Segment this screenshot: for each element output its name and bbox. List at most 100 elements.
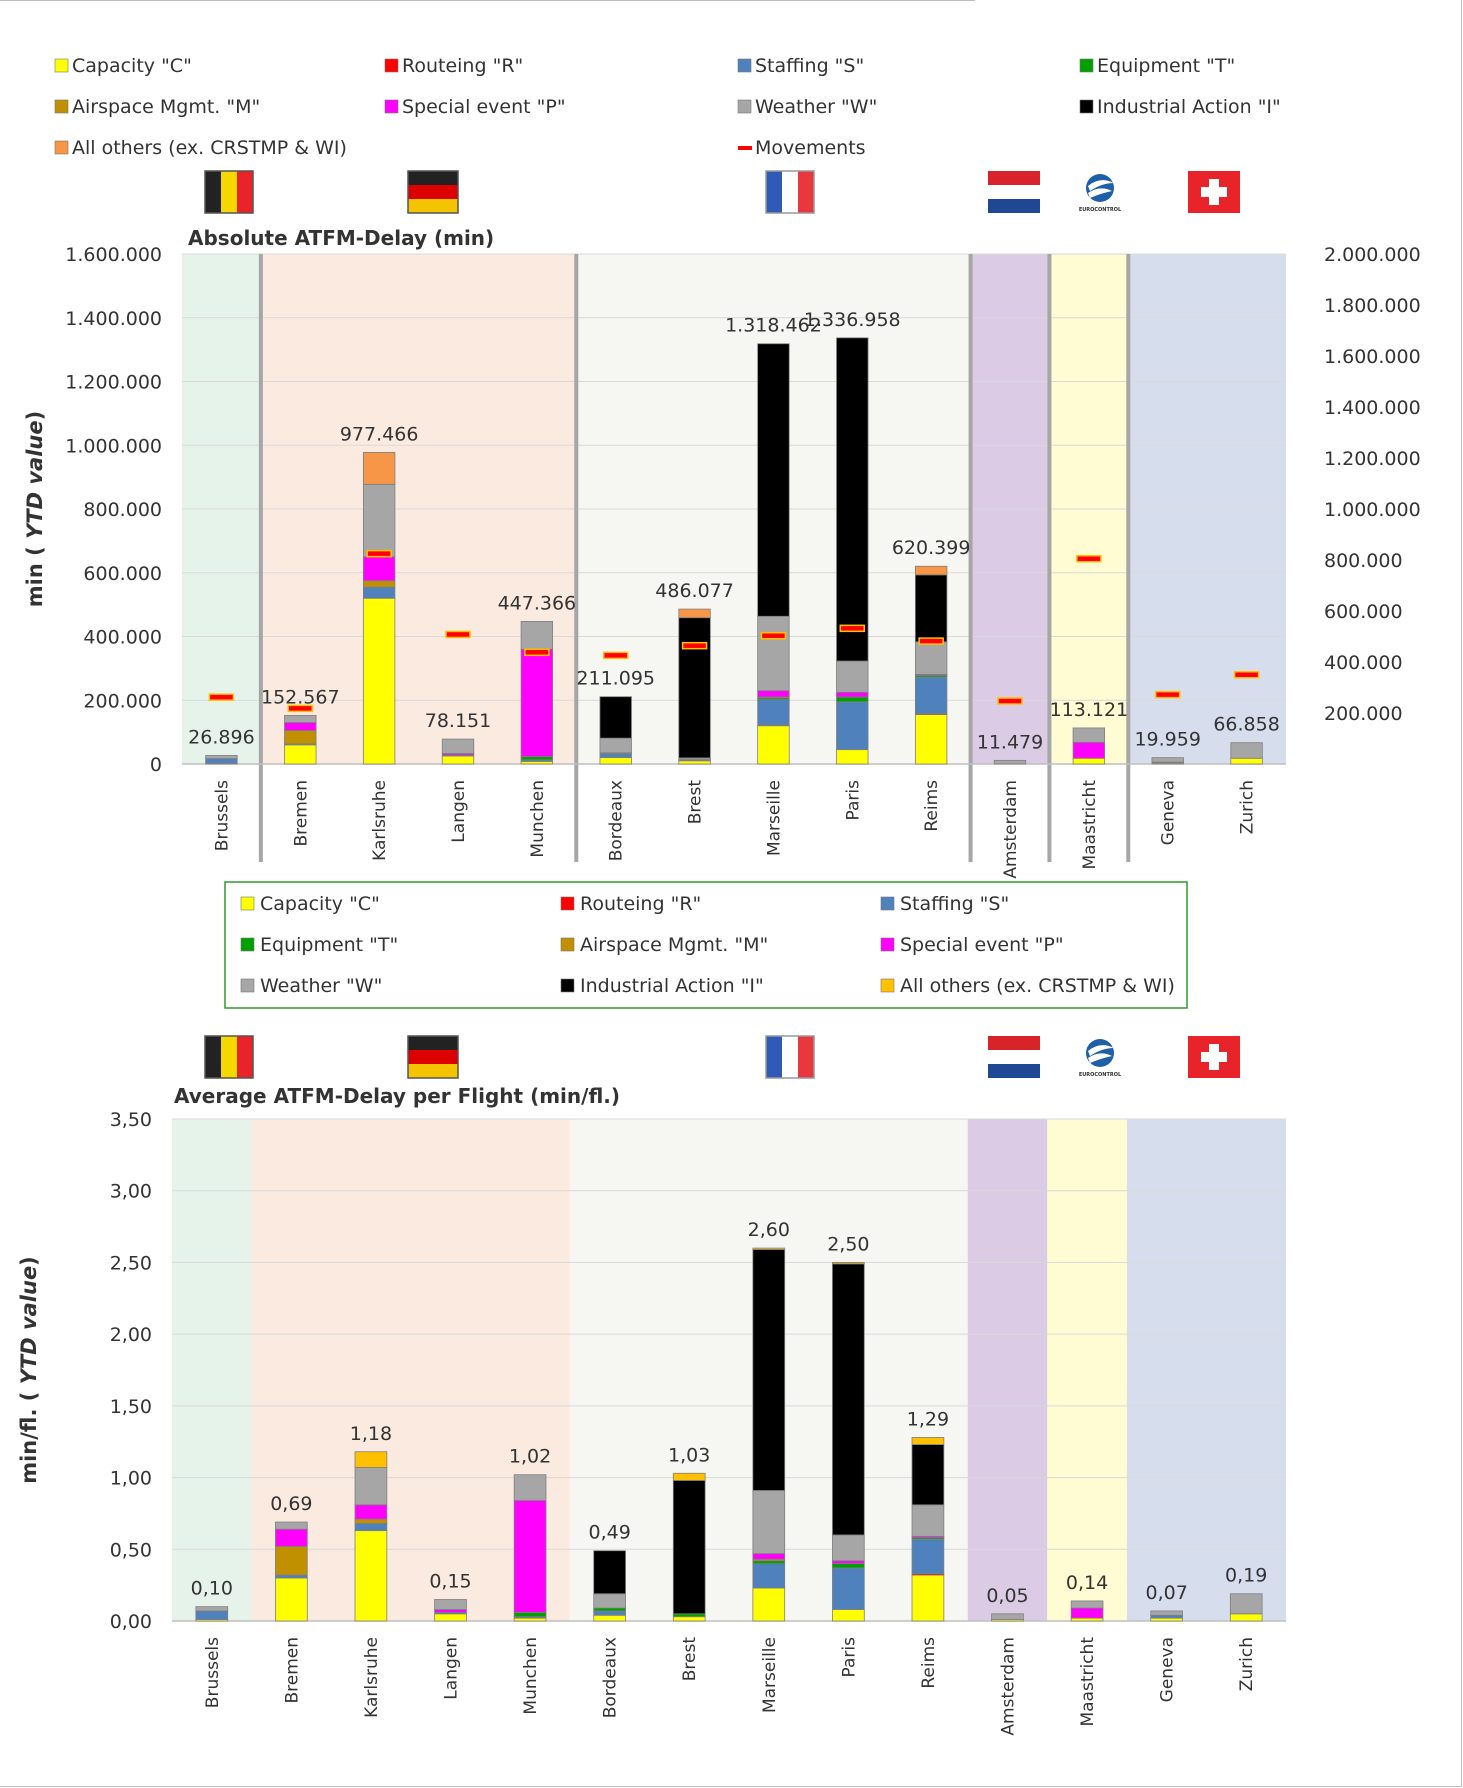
y2-tick-label: 600.000 [1324,601,1403,623]
bar-segment [911,1444,945,1506]
total-data-label: 1,18 [350,1423,392,1445]
legend-label: Industrial Action "I" [580,975,764,997]
y-tick-label: 1.400.000 [65,308,162,330]
legend-label: Routeing "R" [580,893,701,915]
flag-border [765,170,815,214]
x-tick-label: Brest [680,1637,700,1682]
bar-segment [354,1467,388,1506]
y-tick-label: 200.000 [83,690,162,712]
y2-tick-label: 2.000.000 [1324,244,1421,266]
flag-border [765,1035,815,1079]
flag-stripe [205,171,221,213]
country-band [967,1119,1048,1621]
x-tick-label: Karlsruhe [370,780,390,861]
bar-segment [1150,1614,1183,1619]
bar-segment [757,690,790,698]
chart-absolute-delay: 0 200.000 400.000 600.000 800.000 1.000.000 1.… [23,226,1463,879]
bar-segment [1070,1617,1104,1622]
flag-stripe [237,1036,253,1078]
eurocontrol-logo: EUROCONTROL [1079,174,1122,213]
bar-segment [832,1560,865,1565]
legend-label: Airspace Mgmt. "M" [580,934,768,956]
y-tick-label: 1,50 [110,1396,152,1418]
bar-segment [441,755,475,765]
logo-text: EUROCONTROL [1079,1072,1122,1078]
y2-tick-label: 1.000.000 [1324,499,1421,521]
bar-segment [284,722,317,731]
x-tick-label: Munchen [521,1637,541,1715]
y-tick-label: 3,00 [110,1181,152,1203]
bar-segment [599,753,632,759]
bar-segment [354,1523,388,1532]
legend-swatch [880,978,895,993]
total-data-label: 78.151 [425,710,491,732]
country-band [1126,1119,1286,1621]
total-data-label: 486.077 [655,580,734,602]
legend-label: Airspace Mgmt. "M" [72,96,260,118]
total-data-label: 0,07 [1145,1582,1187,1604]
bar-segment [434,1613,467,1622]
y2-tick-label: 400.000 [1324,652,1403,674]
bar-segment [434,1599,467,1610]
bar-segment [520,621,554,650]
legend-label: Special event "P" [402,96,566,118]
flag-stripe [766,1036,782,1078]
switzerland-flag [1188,171,1240,213]
bar-segment [520,648,554,758]
flag-stripe [408,1050,458,1064]
total-data-label: 0,10 [191,1578,233,1600]
bar-segment [362,483,396,558]
total-data-label: 0,15 [429,1570,471,1592]
total-data-label: 152.567 [261,686,340,708]
legend-swatch [737,58,752,73]
flag-cross [1201,1052,1227,1062]
x-tick-label: Maastricht [1078,1637,1098,1727]
flag-stripe [408,199,458,213]
x-tick-label: Brest [686,780,706,825]
legend-label: Special event "P" [900,934,1064,956]
legend-label: Capacity "C" [260,893,380,915]
flag-stripe [988,199,1040,213]
bar-segment [362,556,396,582]
bar-segment [1150,1610,1183,1616]
bar-segment [284,730,317,745]
y-axis-title-part: ) [17,1256,41,1266]
y-axis-title: min/fl. ( YTD value) [17,1256,41,1484]
bar-segment [993,759,1027,765]
flag-stripe [782,171,798,213]
flag-stripe [408,171,458,185]
x-tick-label: Marseille [760,1637,780,1713]
movements-marker [1076,554,1102,563]
flag-stripe [408,185,458,199]
total-data-label: 0,14 [1066,1572,1108,1594]
y-axis-title-part: YTD value [23,420,47,546]
legend-box [224,881,1188,1009]
total-data-label: 11.479 [977,731,1043,753]
legend-bottom: Capacity "C" Routeing "R" Staffing "S" Equi… [224,881,1188,1009]
legend-swatch [1079,99,1094,114]
bar-segment [205,758,238,764]
movements-marker [445,630,471,639]
bar-segment [1230,757,1263,765]
x-tick-label: Geneva [1158,1637,1178,1702]
bar-segment [832,1567,865,1610]
flag-stripe [798,1036,814,1078]
flag-stripe [782,1036,798,1078]
bar-segment [593,1550,626,1595]
bar-segment [520,756,554,761]
total-data-label: 977.466 [340,423,419,445]
bar-segment [757,343,790,617]
movements-marker [1233,671,1260,679]
bar-segment [752,1247,786,1250]
legend-swatch [54,58,69,73]
bar-segment [513,1474,547,1501]
flag-stripe [766,171,782,213]
flag-stripe [988,185,1040,199]
total-data-label: 0,19 [1225,1565,1267,1587]
y-axis-title-part: YTD value [17,1266,41,1392]
bar-segment [513,1611,547,1618]
bar-segment [832,1263,865,1536]
movements-marker [287,704,314,713]
total-data-label: 1.336.958 [804,309,901,331]
x-tick-label: Bordeaux [607,780,627,861]
